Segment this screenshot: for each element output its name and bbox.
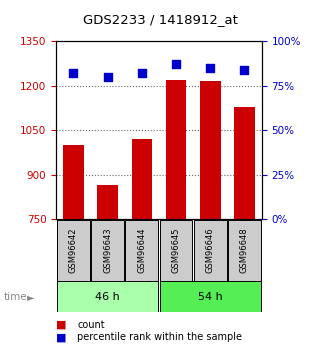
Bar: [234, 107, 255, 219]
Text: time: time: [3, 293, 27, 302]
Point: [139, 71, 144, 76]
Point: [208, 65, 213, 71]
Bar: [63, 145, 83, 219]
Text: GSM96644: GSM96644: [137, 228, 146, 273]
Bar: [57, 220, 90, 281]
Text: GSM96642: GSM96642: [69, 228, 78, 273]
Text: 46 h: 46 h: [95, 292, 120, 302]
Bar: [200, 81, 221, 219]
Bar: [57, 281, 158, 312]
Point: [71, 71, 76, 76]
Bar: [228, 220, 261, 281]
Bar: [166, 80, 186, 219]
Bar: [125, 220, 158, 281]
Text: GSM96643: GSM96643: [103, 228, 112, 273]
Bar: [91, 220, 124, 281]
Text: ►: ►: [27, 293, 35, 302]
Text: ■: ■: [56, 320, 67, 330]
Text: percentile rank within the sample: percentile rank within the sample: [77, 333, 242, 342]
Text: ■: ■: [56, 333, 67, 342]
Point: [242, 67, 247, 72]
Point: [173, 62, 178, 67]
Bar: [194, 220, 227, 281]
Point: [105, 74, 110, 80]
Bar: [160, 281, 261, 312]
Bar: [160, 220, 193, 281]
Text: GSM96646: GSM96646: [206, 228, 215, 273]
Text: GSM96645: GSM96645: [171, 228, 180, 273]
Text: GDS2233 / 1418912_at: GDS2233 / 1418912_at: [83, 13, 238, 26]
Bar: [132, 139, 152, 219]
Bar: [97, 185, 118, 219]
Text: GSM96648: GSM96648: [240, 228, 249, 273]
Text: count: count: [77, 320, 105, 330]
Text: 54 h: 54 h: [198, 292, 223, 302]
